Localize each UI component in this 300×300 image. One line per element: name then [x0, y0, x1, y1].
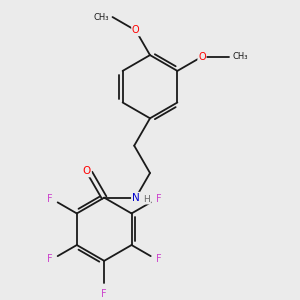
- Text: N: N: [132, 193, 140, 202]
- Text: CH₃: CH₃: [232, 52, 248, 61]
- Text: H: H: [143, 195, 150, 204]
- Text: CH₃: CH₃: [93, 13, 109, 22]
- Text: O: O: [83, 167, 91, 176]
- Text: F: F: [46, 254, 52, 264]
- Text: F: F: [156, 254, 162, 264]
- Text: F: F: [46, 194, 52, 204]
- Text: F: F: [156, 194, 162, 204]
- Text: O: O: [132, 26, 140, 35]
- Text: O: O: [198, 52, 206, 62]
- Text: F: F: [101, 289, 107, 299]
